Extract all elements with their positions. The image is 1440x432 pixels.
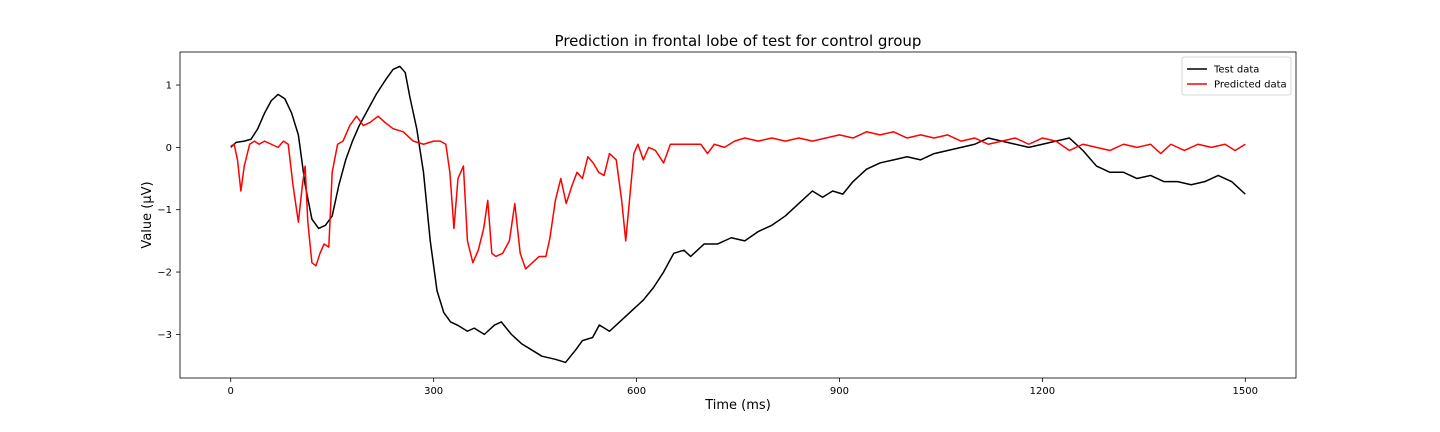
y-tick-label: 0 (166, 143, 172, 154)
legend-label: Predicted data (1214, 80, 1287, 91)
y-tick-label: −2 (157, 268, 172, 279)
x-tick-label: 1200 (1030, 386, 1055, 397)
x-tick-label: 0 (228, 386, 234, 397)
plot-area (179, 51, 1297, 379)
legend: Test data Predicted data (1181, 56, 1292, 96)
x-tick-label: 600 (627, 386, 646, 397)
x-tick-label: 900 (830, 386, 849, 397)
y-axis: 1 0 −1 −2 −3 (157, 81, 180, 341)
x-tick-label: 1500 (1233, 386, 1258, 397)
legend-label: Test data (1213, 65, 1259, 76)
x-axis: 0 300 600 900 1200 1500 (228, 378, 1258, 397)
y-tick-label: −1 (157, 205, 172, 216)
y-tick-label: −3 (157, 330, 172, 341)
legend-box (1181, 56, 1292, 96)
chart-title: Prediction in frontal lobe of test for c… (555, 32, 922, 50)
y-axis-title: Value (µV) (140, 181, 155, 248)
series-line-test-data (230, 65, 1246, 364)
y-tick-label: 1 (166, 81, 172, 92)
x-axis-title: Time (ms) (704, 398, 771, 413)
series-line-predicted-data (230, 115, 1246, 270)
x-tick-label: 300 (424, 386, 443, 397)
